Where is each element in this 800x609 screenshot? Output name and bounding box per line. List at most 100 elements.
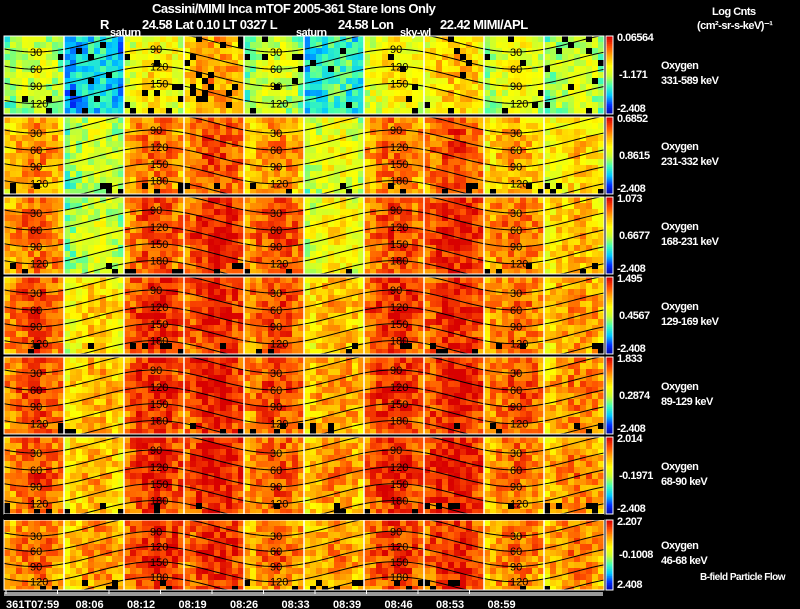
heatmap-cell [88,78,94,84]
heatmap-cell [388,60,394,66]
heatmap-cell [550,171,556,177]
heatmap-cell [316,177,322,183]
heatmap-cell [118,165,124,171]
heatmap-cell [346,84,352,90]
heatmap-cell [118,283,124,289]
heatmap-cell [106,153,112,159]
heatmap-cell [106,42,112,48]
heatmap-cell [448,171,454,177]
heatmap-cell [376,135,382,141]
heatmap-cell [442,165,448,171]
heatmap-cell [532,165,538,171]
heatmap-cell [58,171,64,177]
heatmap-cell [568,197,574,203]
heatmap-cell [544,245,550,251]
heatmap-cell [112,54,118,60]
heatmap-cell [220,203,226,209]
heatmap-cell [262,60,268,66]
heatmap-cell [454,203,460,209]
heatmap-cell [562,171,568,177]
heatmap-cell [568,203,574,209]
heatmap-cell [382,331,388,337]
heatmap-cell [238,123,244,129]
heatmap-cell [424,177,430,183]
heatmap-cell [346,183,352,189]
heatmap-cell [202,349,208,354]
heatmap-cell [442,245,448,251]
heatmap-cell [106,203,112,209]
contour-label: 150 [390,79,408,91]
heatmap-cell [148,72,154,78]
heatmap-cell [586,96,592,102]
heatmap-cell [274,96,280,102]
heatmap-cell [220,78,226,84]
heatmap-cell [214,295,220,301]
heatmap-cell [106,129,112,135]
heatmap-cell [64,269,70,274]
heatmap-cell [22,209,28,215]
heatmap-cell [520,269,526,274]
heatmap-cell [556,42,562,48]
heatmap-cell [508,245,514,251]
heatmap-cell [442,263,448,269]
contour-label: 30 [270,128,282,140]
heatmap-cell [274,245,280,251]
colorbar-segment [606,167,613,170]
heatmap-cell [196,283,202,289]
heatmap-cell [508,183,514,189]
heatmap-cell [52,263,58,269]
heatmap-cell [274,171,280,177]
heatmap-cell [358,269,364,274]
heatmap-cell [382,96,388,102]
heatmap-cell [208,301,214,307]
heatmap-cell [550,66,556,72]
heatmap-cell [466,245,472,251]
contour-label: 30 [30,47,42,59]
heatmap-cell [190,66,196,72]
heatmap-cell [190,263,196,269]
heatmap-cell [358,337,364,343]
heatmap-cell [484,84,490,90]
heatmap-cell [220,197,226,203]
heatmap-cell [388,257,394,263]
heatmap-cell [64,203,70,209]
heatmap-cell [334,165,340,171]
heatmap-cell [64,343,70,349]
heatmap-cell [196,96,202,102]
heatmap-cell [490,221,496,227]
heatmap-cell [106,251,112,257]
heatmap-cell [532,123,538,129]
heatmap-cell [94,263,100,269]
heatmap-cell [466,251,472,257]
heatmap-cell [286,283,292,289]
heatmap-cell [400,233,406,239]
heatmap-cell [70,209,76,215]
heatmap-cell [196,307,202,313]
heatmap-cell [370,277,376,283]
colorbar-segment [606,106,613,109]
heatmap-cell [118,189,124,194]
heatmap-cell [436,96,442,102]
heatmap-cell [172,78,178,84]
heatmap-cell [382,183,388,189]
heatmap-cell [304,123,310,129]
heatmap-cell [214,183,220,189]
heatmap-cell [472,203,478,209]
heatmap-cell [436,42,442,48]
heatmap-cell [94,48,100,54]
heatmap-cell [514,233,520,239]
heatmap-cell [112,215,118,221]
heatmap-cell [52,295,58,301]
heatmap-cell [280,141,286,147]
heatmap-cell [310,283,316,289]
heatmap-cell [334,331,340,337]
heatmap-cell [520,251,526,257]
heatmap-cell [40,153,46,159]
colorbar-segment [606,82,613,86]
heatmap-cell [424,66,430,72]
heatmap-cell [166,245,172,251]
heatmap-cell [190,295,196,301]
heatmap-cell [34,189,40,194]
heatmap-cell [484,159,490,165]
heatmap-cell [52,171,58,177]
